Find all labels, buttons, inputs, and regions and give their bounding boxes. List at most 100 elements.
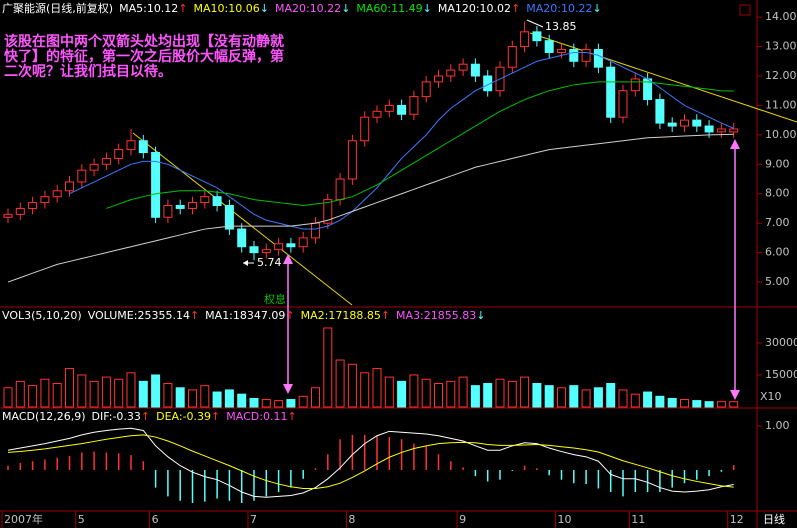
- volume-bar: [212, 391, 222, 408]
- chart-title: 广聚能源(日线,前复权): [2, 1, 113, 15]
- volume-bar: [15, 380, 25, 408]
- volume-bar: [692, 400, 702, 408]
- y-tick-label: 5.00: [765, 275, 790, 288]
- y-tick-label: 1.00: [765, 419, 790, 432]
- volume-bar: [138, 380, 148, 408]
- legend-label: MACD:0.11: [226, 410, 287, 423]
- candle-body: [261, 249, 271, 254]
- volume-bar: [384, 376, 394, 408]
- trend-line: [529, 32, 797, 123]
- candle-body: [40, 196, 50, 204]
- volume-bar: [643, 391, 653, 408]
- volume-bar: [77, 374, 87, 408]
- candle-body: [200, 196, 210, 204]
- candle-body: [114, 149, 124, 159]
- candle-body: [77, 169, 87, 183]
- legend-label: MA10:10.06: [194, 2, 260, 15]
- x-tick-label: 11: [631, 513, 645, 526]
- volume-bar: [28, 385, 38, 408]
- legend: VOL3(5,10,20) VOLUME:25355.14↑ MA1:18347.0…: [2, 309, 485, 322]
- legend-label: MACD(12,26,9): [2, 410, 86, 423]
- candle-body: [557, 49, 566, 53]
- volume-bar: [495, 378, 505, 408]
- arrow-head: [243, 260, 248, 266]
- y-tick-label: 12.00: [765, 69, 797, 82]
- volume-bar: [298, 395, 308, 408]
- candle-body: [175, 205, 185, 209]
- volume-bar: [286, 399, 296, 408]
- x-tick-label: 8: [348, 513, 355, 526]
- volume-bar: [188, 389, 197, 408]
- y-tick-label: 7.00: [765, 216, 790, 229]
- line-series: [7, 133, 734, 283]
- x-tick-label: 12: [730, 513, 744, 526]
- volume-bar: [40, 378, 50, 408]
- note-text: 快了】的特征，第一次之后股价大幅反弹，第: [4, 48, 284, 65]
- candle-body: [384, 104, 394, 112]
- x-tick-label: 5: [78, 513, 85, 526]
- x-tick-label: 10: [558, 513, 572, 526]
- candle-body: [274, 243, 284, 251]
- legend-arrow: ↑: [381, 309, 390, 322]
- volume-bar: [680, 399, 689, 408]
- volume-bar: [421, 378, 431, 408]
- note-text: 二次呢？让我们拭目以待。: [4, 63, 172, 80]
- volume-bar: [163, 383, 173, 408]
- legend-label: DIF:-0.33: [92, 410, 141, 423]
- candle-body: [188, 202, 197, 209]
- y-tick-label: 9.00: [765, 157, 790, 170]
- volume-bar: [630, 393, 640, 408]
- volume-bar: [311, 387, 320, 408]
- volume-bar: [261, 399, 271, 408]
- legend-label: MA3:21855.83: [396, 309, 476, 322]
- note-text: 该股在图中两个双箭头处均出现【没有动静就: [4, 33, 284, 50]
- volume-bar: [101, 376, 111, 408]
- y-tick-label: 11.00: [765, 98, 797, 111]
- legend-label: MA60:11.49: [356, 2, 422, 15]
- candle-body: [360, 116, 370, 142]
- legend: MA5:10.12↑ MA10:10.06↓ MA20:10.22↓ MA60:11.…: [119, 2, 602, 15]
- candle-body: [347, 140, 357, 180]
- volume-bar: [126, 372, 136, 408]
- volume-bar: [458, 376, 468, 408]
- legend-label: MA2:17188.85: [301, 309, 381, 322]
- y-tick-label: 10.00: [765, 128, 797, 141]
- volume-bar: [335, 359, 345, 408]
- x-tick-label: 9: [459, 513, 466, 526]
- volume-bar: [716, 401, 726, 408]
- line-series: [69, 51, 734, 230]
- volume-bar: [729, 401, 739, 408]
- candle-body: [532, 31, 542, 42]
- y-tick-label: 14.00: [765, 10, 797, 23]
- volume-bar: [200, 385, 210, 408]
- volume-bar: [347, 363, 357, 408]
- volume-bar: [114, 378, 124, 408]
- volume-bar: [397, 380, 407, 408]
- volume-bar: [274, 400, 284, 408]
- leader-line: [526, 19, 544, 28]
- candle-body: [446, 69, 456, 77]
- candle-body: [65, 181, 74, 192]
- line-series: [106, 81, 734, 209]
- x-tick-label: 7: [250, 513, 257, 526]
- legend-arrow: ↓: [476, 309, 485, 322]
- volume-bar: [520, 376, 530, 408]
- y-tick-label: 30000: [765, 336, 797, 349]
- volume-bar: [704, 401, 714, 408]
- candle-body: [421, 81, 431, 98]
- candle-body: [458, 63, 468, 71]
- volume-bar: [655, 395, 665, 408]
- candle-body: [286, 243, 296, 248]
- window-button[interactable]: [739, 4, 751, 16]
- candle-body: [28, 202, 38, 209]
- candle-body: [606, 66, 616, 118]
- candle-body: [372, 110, 382, 118]
- x-tick-label: 2007年: [4, 512, 43, 526]
- candle-body: [101, 157, 111, 165]
- event-label: 权息: [264, 292, 286, 306]
- candle-body: [397, 104, 407, 115]
- y-tick-label: 6.00: [765, 246, 790, 259]
- candle-body: [704, 125, 714, 133]
